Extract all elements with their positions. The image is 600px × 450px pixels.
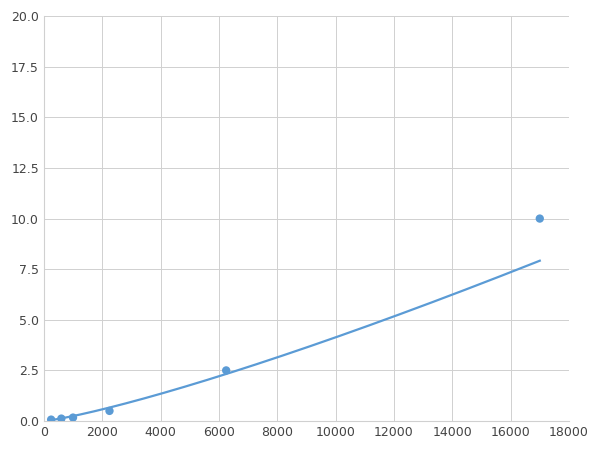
Point xyxy=(221,367,231,374)
Point xyxy=(68,414,78,421)
Point xyxy=(535,215,545,222)
Point xyxy=(46,416,56,423)
Point xyxy=(104,407,114,414)
Point xyxy=(56,415,66,422)
